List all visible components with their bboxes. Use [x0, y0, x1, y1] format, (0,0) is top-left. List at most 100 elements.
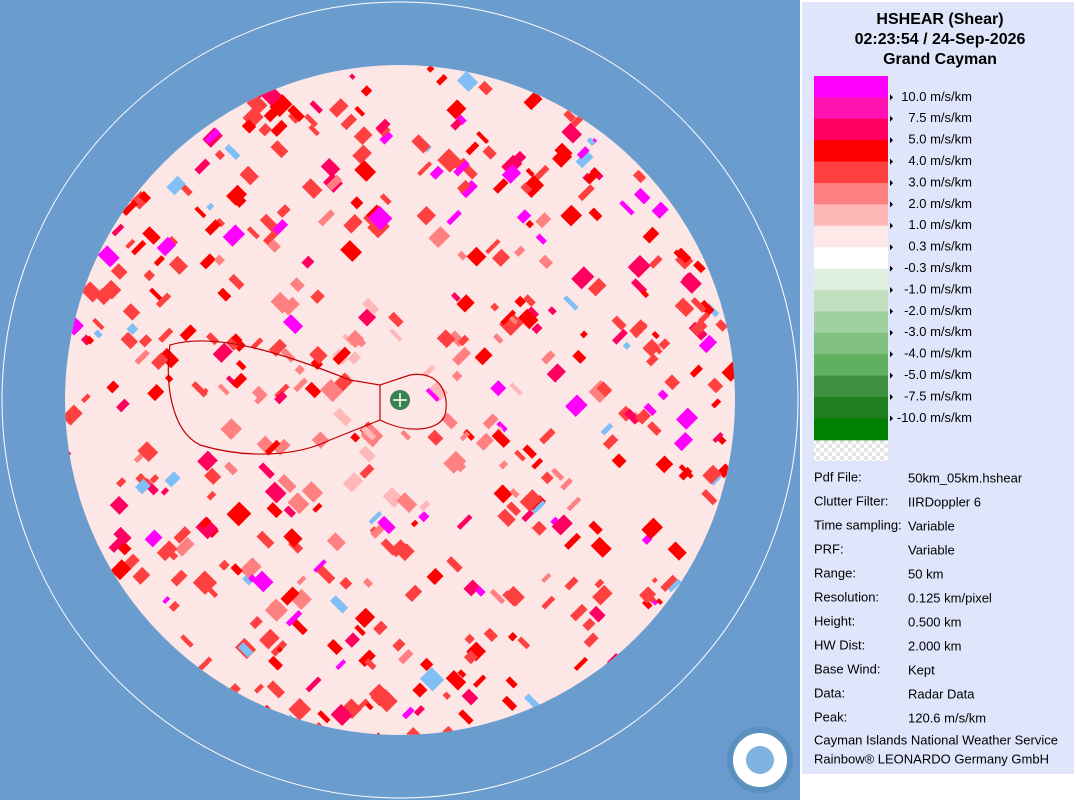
- echo: [329, 98, 349, 118]
- legend-tick: [890, 180, 893, 186]
- echo: [419, 667, 445, 692]
- echo: [624, 408, 641, 425]
- echo: [482, 145, 497, 160]
- echo: [474, 347, 493, 366]
- echo: [532, 500, 546, 514]
- echo: [197, 450, 218, 472]
- echo: [572, 349, 587, 364]
- info-value: 120.6 m/s/km: [908, 710, 986, 725]
- echo: [199, 516, 212, 530]
- echo: [594, 578, 605, 589]
- echo: [453, 159, 470, 177]
- echo: [117, 541, 132, 556]
- legend-label: -10.0 m/s/km: [897, 410, 972, 425]
- echo: [249, 616, 263, 630]
- echo: [195, 516, 219, 540]
- echo: [359, 463, 375, 479]
- echo: [224, 461, 238, 476]
- echo: [422, 364, 436, 378]
- echo: [374, 688, 398, 713]
- legend-label: -4.0 m/s/km: [904, 346, 972, 361]
- echo: [712, 431, 724, 443]
- legend-label: 1.0 m/s/km: [908, 217, 972, 232]
- legend-label: 0.3 m/s/km: [908, 239, 972, 254]
- echo: [445, 670, 467, 691]
- echo: [368, 510, 383, 525]
- echo: [168, 255, 189, 275]
- echo: [566, 496, 582, 512]
- echo: [436, 74, 448, 86]
- legend-tick: [890, 287, 893, 293]
- legend-label: -1.0 m/s/km: [904, 281, 972, 296]
- echo: [168, 600, 180, 612]
- echo: [522, 444, 537, 459]
- echo: [506, 501, 522, 517]
- echo: [590, 536, 612, 558]
- legend-tick: [890, 244, 893, 251]
- echo: [110, 263, 128, 280]
- echo: [493, 484, 513, 504]
- legend-tick: [890, 265, 893, 272]
- echo: [459, 431, 470, 442]
- echo: [347, 351, 362, 365]
- echo: [268, 655, 283, 671]
- echo: [411, 134, 431, 154]
- echo: [428, 226, 451, 248]
- echo: [564, 532, 582, 550]
- echo: [158, 327, 174, 343]
- echo: [251, 337, 264, 350]
- echo: [201, 387, 209, 395]
- echo: [546, 363, 566, 383]
- echo: [246, 226, 260, 240]
- legend-label: 10.0 m/s/km: [901, 89, 972, 104]
- echo: [138, 190, 151, 204]
- echo: [264, 481, 287, 504]
- echo: [318, 209, 336, 227]
- echo: [206, 490, 217, 501]
- echo: [396, 543, 415, 562]
- echo: [339, 576, 353, 590]
- echo: [228, 273, 245, 290]
- echo: [660, 574, 678, 592]
- echo: [93, 329, 103, 339]
- echo: [388, 311, 404, 328]
- echo: [647, 421, 662, 436]
- echo: [579, 330, 588, 339]
- info-label: Pdf File:: [814, 469, 862, 484]
- legend-tick: [890, 372, 893, 379]
- echo: [226, 501, 252, 527]
- echo: [170, 569, 188, 587]
- echo: [690, 318, 708, 336]
- echo: [350, 432, 361, 443]
- echo: [440, 153, 456, 169]
- echo: [711, 398, 722, 409]
- info-label: PRF:: [814, 541, 844, 556]
- echo: [180, 634, 194, 648]
- echo: [475, 432, 494, 451]
- echo: [463, 650, 478, 665]
- echo: [296, 575, 307, 586]
- echo: [521, 509, 535, 523]
- echo: [499, 311, 524, 336]
- echo: [457, 669, 467, 679]
- echo: [340, 240, 363, 262]
- info-label: Data:: [814, 685, 845, 700]
- island-outline: [167, 340, 447, 455]
- echo: [514, 449, 526, 462]
- echo: [239, 165, 259, 186]
- echo: [427, 381, 449, 403]
- legend-label: 7.5 m/s/km: [908, 110, 972, 125]
- echo: [330, 703, 353, 726]
- echo: [352, 144, 372, 165]
- echo: [551, 467, 565, 481]
- echo: [352, 334, 367, 348]
- echo: [509, 382, 523, 396]
- echo: [538, 254, 554, 269]
- echo: [528, 495, 547, 513]
- echo: [326, 174, 343, 191]
- echo: [498, 460, 509, 470]
- echo: [563, 295, 579, 311]
- echo: [588, 605, 606, 623]
- echo: [242, 575, 253, 586]
- echo: [715, 319, 728, 332]
